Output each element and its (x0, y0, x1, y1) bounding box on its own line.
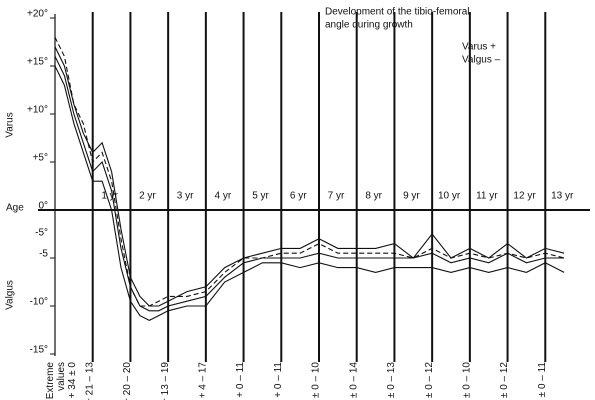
legend-label: Valgus – (462, 55, 501, 66)
y-tick-label: +20° (27, 9, 48, 20)
y-tick-label: +5° (33, 153, 48, 164)
data-line (54, 46, 565, 307)
x-tick-label: ± 0 – 14 (348, 362, 359, 399)
age-label: 8 yr (365, 191, 382, 202)
x-tick-label: + 13 – 19 (160, 362, 171, 400)
age-label: 3 yr (177, 191, 194, 202)
legend-label: Varus + (462, 42, 496, 53)
x-tick-label: + 20 – 20 (122, 362, 133, 400)
age-label: 12 yr (513, 191, 536, 202)
age-label: 4 yr (214, 191, 231, 202)
y-tick-label: +10° (27, 105, 48, 116)
x-tick-label: + 21 – 13 (84, 362, 95, 400)
age-label: 5 yr (252, 191, 269, 202)
age-label: 2 yr (139, 191, 156, 202)
y-tick-label: -15° (30, 345, 48, 356)
age-label: 7 yr (328, 191, 345, 202)
x-tick-label: ± 0 – 13 (386, 362, 397, 399)
age-label: 13 yr (551, 191, 574, 202)
age-label: 1 yr (101, 191, 118, 202)
x-tick-label: ± 0 – 12 (424, 362, 435, 399)
data-line (54, 56, 565, 312)
x-tick-label: + 0 – 11 (235, 362, 246, 398)
y-tick-label: +15° (27, 57, 48, 68)
age-label: 6 yr (290, 191, 307, 202)
chart-title: angle during growth (325, 20, 413, 31)
chart-title: Development of the tibio-femoral (325, 7, 470, 18)
x-axis-label: Age (6, 203, 24, 214)
x-tick-label: ± 0 – 12 (499, 362, 510, 399)
y-tick-label: -5 (39, 249, 48, 260)
y-axis-label: Varus (5, 112, 16, 137)
y-tick-label: 0° (38, 201, 48, 212)
x-tick-label: ± 0 – 10 (461, 362, 472, 399)
age-label: 9 yr (403, 191, 420, 202)
data-line (54, 36, 565, 307)
data-line (54, 65, 565, 322)
age-label: 10 yr (438, 191, 461, 202)
x-tick-label: + 0 – 11 (273, 362, 284, 398)
x-tick-label: ± 0 – 11 (537, 362, 548, 398)
y-tick-label: -5° (35, 228, 48, 239)
y-axis-label: Valgus (5, 280, 16, 310)
x-tick-label: ± 0 – 10 (311, 362, 322, 399)
x-tick-label: Extremevalues+ 34 ± 0 (45, 362, 78, 400)
x-tick-label: + 4 – 17 (197, 362, 208, 399)
y-tick-label: -10° (30, 297, 48, 308)
age-label: 11 yr (476, 191, 498, 202)
